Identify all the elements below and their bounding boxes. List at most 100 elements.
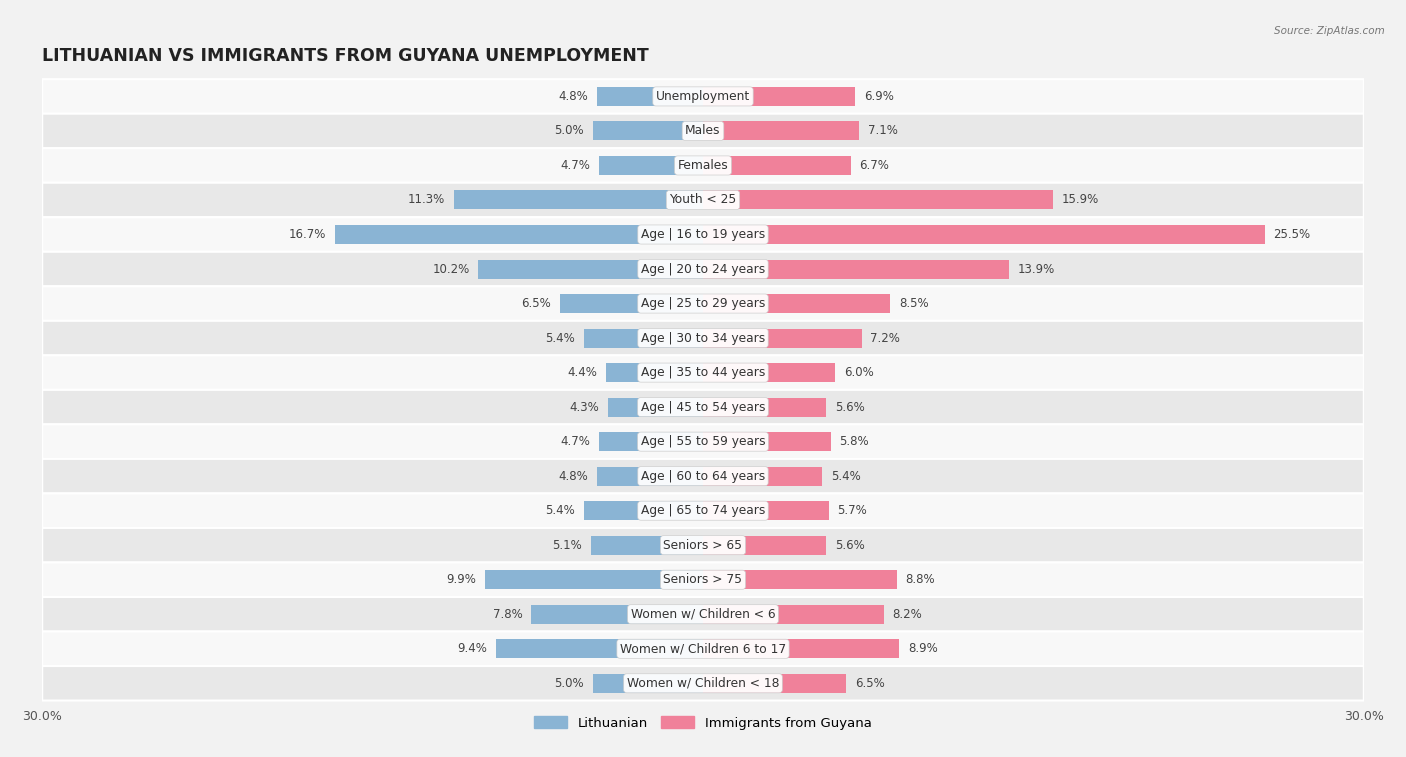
Bar [599,156,703,175]
Text: 4.7%: 4.7% [561,435,591,448]
Text: Age | 35 to 44 years: Age | 35 to 44 years [641,366,765,379]
Legend: Lithuanian, Immigrants from Guyana: Lithuanian, Immigrants from Guyana [529,711,877,735]
Text: 6.5%: 6.5% [522,297,551,310]
Text: 6.9%: 6.9% [863,90,894,103]
FancyBboxPatch shape [42,182,1364,217]
Bar [703,363,835,382]
FancyBboxPatch shape [42,321,1364,355]
Text: 4.8%: 4.8% [558,469,589,483]
Text: Age | 60 to 64 years: Age | 60 to 64 years [641,469,765,483]
Text: Seniors > 65: Seniors > 65 [664,539,742,552]
Text: Age | 65 to 74 years: Age | 65 to 74 years [641,504,765,517]
Text: 4.7%: 4.7% [561,159,591,172]
Bar [703,397,827,416]
Text: Women w/ Children 6 to 17: Women w/ Children 6 to 17 [620,642,786,656]
Bar [583,501,703,520]
Text: 4.8%: 4.8% [558,90,589,103]
Text: 5.6%: 5.6% [835,539,865,552]
Text: Age | 55 to 59 years: Age | 55 to 59 years [641,435,765,448]
FancyBboxPatch shape [42,217,1364,252]
Text: 6.5%: 6.5% [855,677,884,690]
Bar [703,570,897,589]
Text: 5.0%: 5.0% [554,124,583,138]
Text: Youth < 25: Youth < 25 [669,194,737,207]
Text: 7.2%: 7.2% [870,332,900,344]
Text: Unemployment: Unemployment [655,90,751,103]
Text: 9.4%: 9.4% [457,642,486,656]
FancyBboxPatch shape [42,528,1364,562]
FancyBboxPatch shape [42,355,1364,390]
Text: 5.8%: 5.8% [839,435,869,448]
FancyBboxPatch shape [42,252,1364,286]
Text: 5.4%: 5.4% [831,469,860,483]
Text: Age | 25 to 29 years: Age | 25 to 29 years [641,297,765,310]
Text: 11.3%: 11.3% [408,194,446,207]
FancyBboxPatch shape [42,597,1364,631]
Bar [703,294,890,313]
Bar [703,432,831,451]
FancyBboxPatch shape [42,425,1364,459]
Text: 7.1%: 7.1% [868,124,898,138]
Text: 9.9%: 9.9% [446,573,477,586]
Bar [335,225,703,244]
Bar [598,87,703,106]
Bar [703,536,827,555]
Bar [609,397,703,416]
Text: 25.5%: 25.5% [1274,228,1310,241]
FancyBboxPatch shape [42,148,1364,182]
Text: 6.7%: 6.7% [859,159,889,172]
Text: 5.4%: 5.4% [546,332,575,344]
Text: 10.2%: 10.2% [432,263,470,276]
FancyBboxPatch shape [42,114,1364,148]
Bar [703,191,1053,210]
Text: 13.9%: 13.9% [1018,263,1056,276]
Text: Age | 16 to 19 years: Age | 16 to 19 years [641,228,765,241]
Text: 8.9%: 8.9% [908,642,938,656]
Bar [606,363,703,382]
Bar [703,674,846,693]
Text: Women w/ Children < 18: Women w/ Children < 18 [627,677,779,690]
Text: Source: ZipAtlas.com: Source: ZipAtlas.com [1274,26,1385,36]
Bar [703,329,862,347]
Text: 4.3%: 4.3% [569,400,599,413]
Text: Females: Females [678,159,728,172]
Bar [496,639,703,659]
Bar [598,466,703,486]
Text: 15.9%: 15.9% [1062,194,1099,207]
FancyBboxPatch shape [42,631,1364,666]
Bar [591,536,703,555]
Bar [703,501,828,520]
Bar [703,225,1264,244]
Bar [593,674,703,693]
Text: Age | 30 to 34 years: Age | 30 to 34 years [641,332,765,344]
Bar [531,605,703,624]
Text: Males: Males [685,124,721,138]
Text: 16.7%: 16.7% [290,228,326,241]
Text: 8.5%: 8.5% [898,297,929,310]
Text: 5.4%: 5.4% [546,504,575,517]
FancyBboxPatch shape [42,79,1364,114]
FancyBboxPatch shape [42,286,1364,321]
Bar [703,156,851,175]
Bar [703,639,898,659]
Text: 5.6%: 5.6% [835,400,865,413]
FancyBboxPatch shape [42,494,1364,528]
Bar [485,570,703,589]
Bar [583,329,703,347]
Text: 6.0%: 6.0% [844,366,873,379]
Text: Seniors > 75: Seniors > 75 [664,573,742,586]
FancyBboxPatch shape [42,390,1364,425]
Bar [478,260,703,279]
Text: Age | 45 to 54 years: Age | 45 to 54 years [641,400,765,413]
FancyBboxPatch shape [42,666,1364,700]
Text: 4.4%: 4.4% [568,366,598,379]
Bar [703,121,859,141]
Text: 7.8%: 7.8% [492,608,523,621]
Text: LITHUANIAN VS IMMIGRANTS FROM GUYANA UNEMPLOYMENT: LITHUANIAN VS IMMIGRANTS FROM GUYANA UNE… [42,48,650,65]
Bar [703,260,1010,279]
Text: 8.8%: 8.8% [905,573,935,586]
Bar [454,191,703,210]
Text: 5.1%: 5.1% [553,539,582,552]
Text: Women w/ Children < 6: Women w/ Children < 6 [631,608,775,621]
Bar [703,87,855,106]
